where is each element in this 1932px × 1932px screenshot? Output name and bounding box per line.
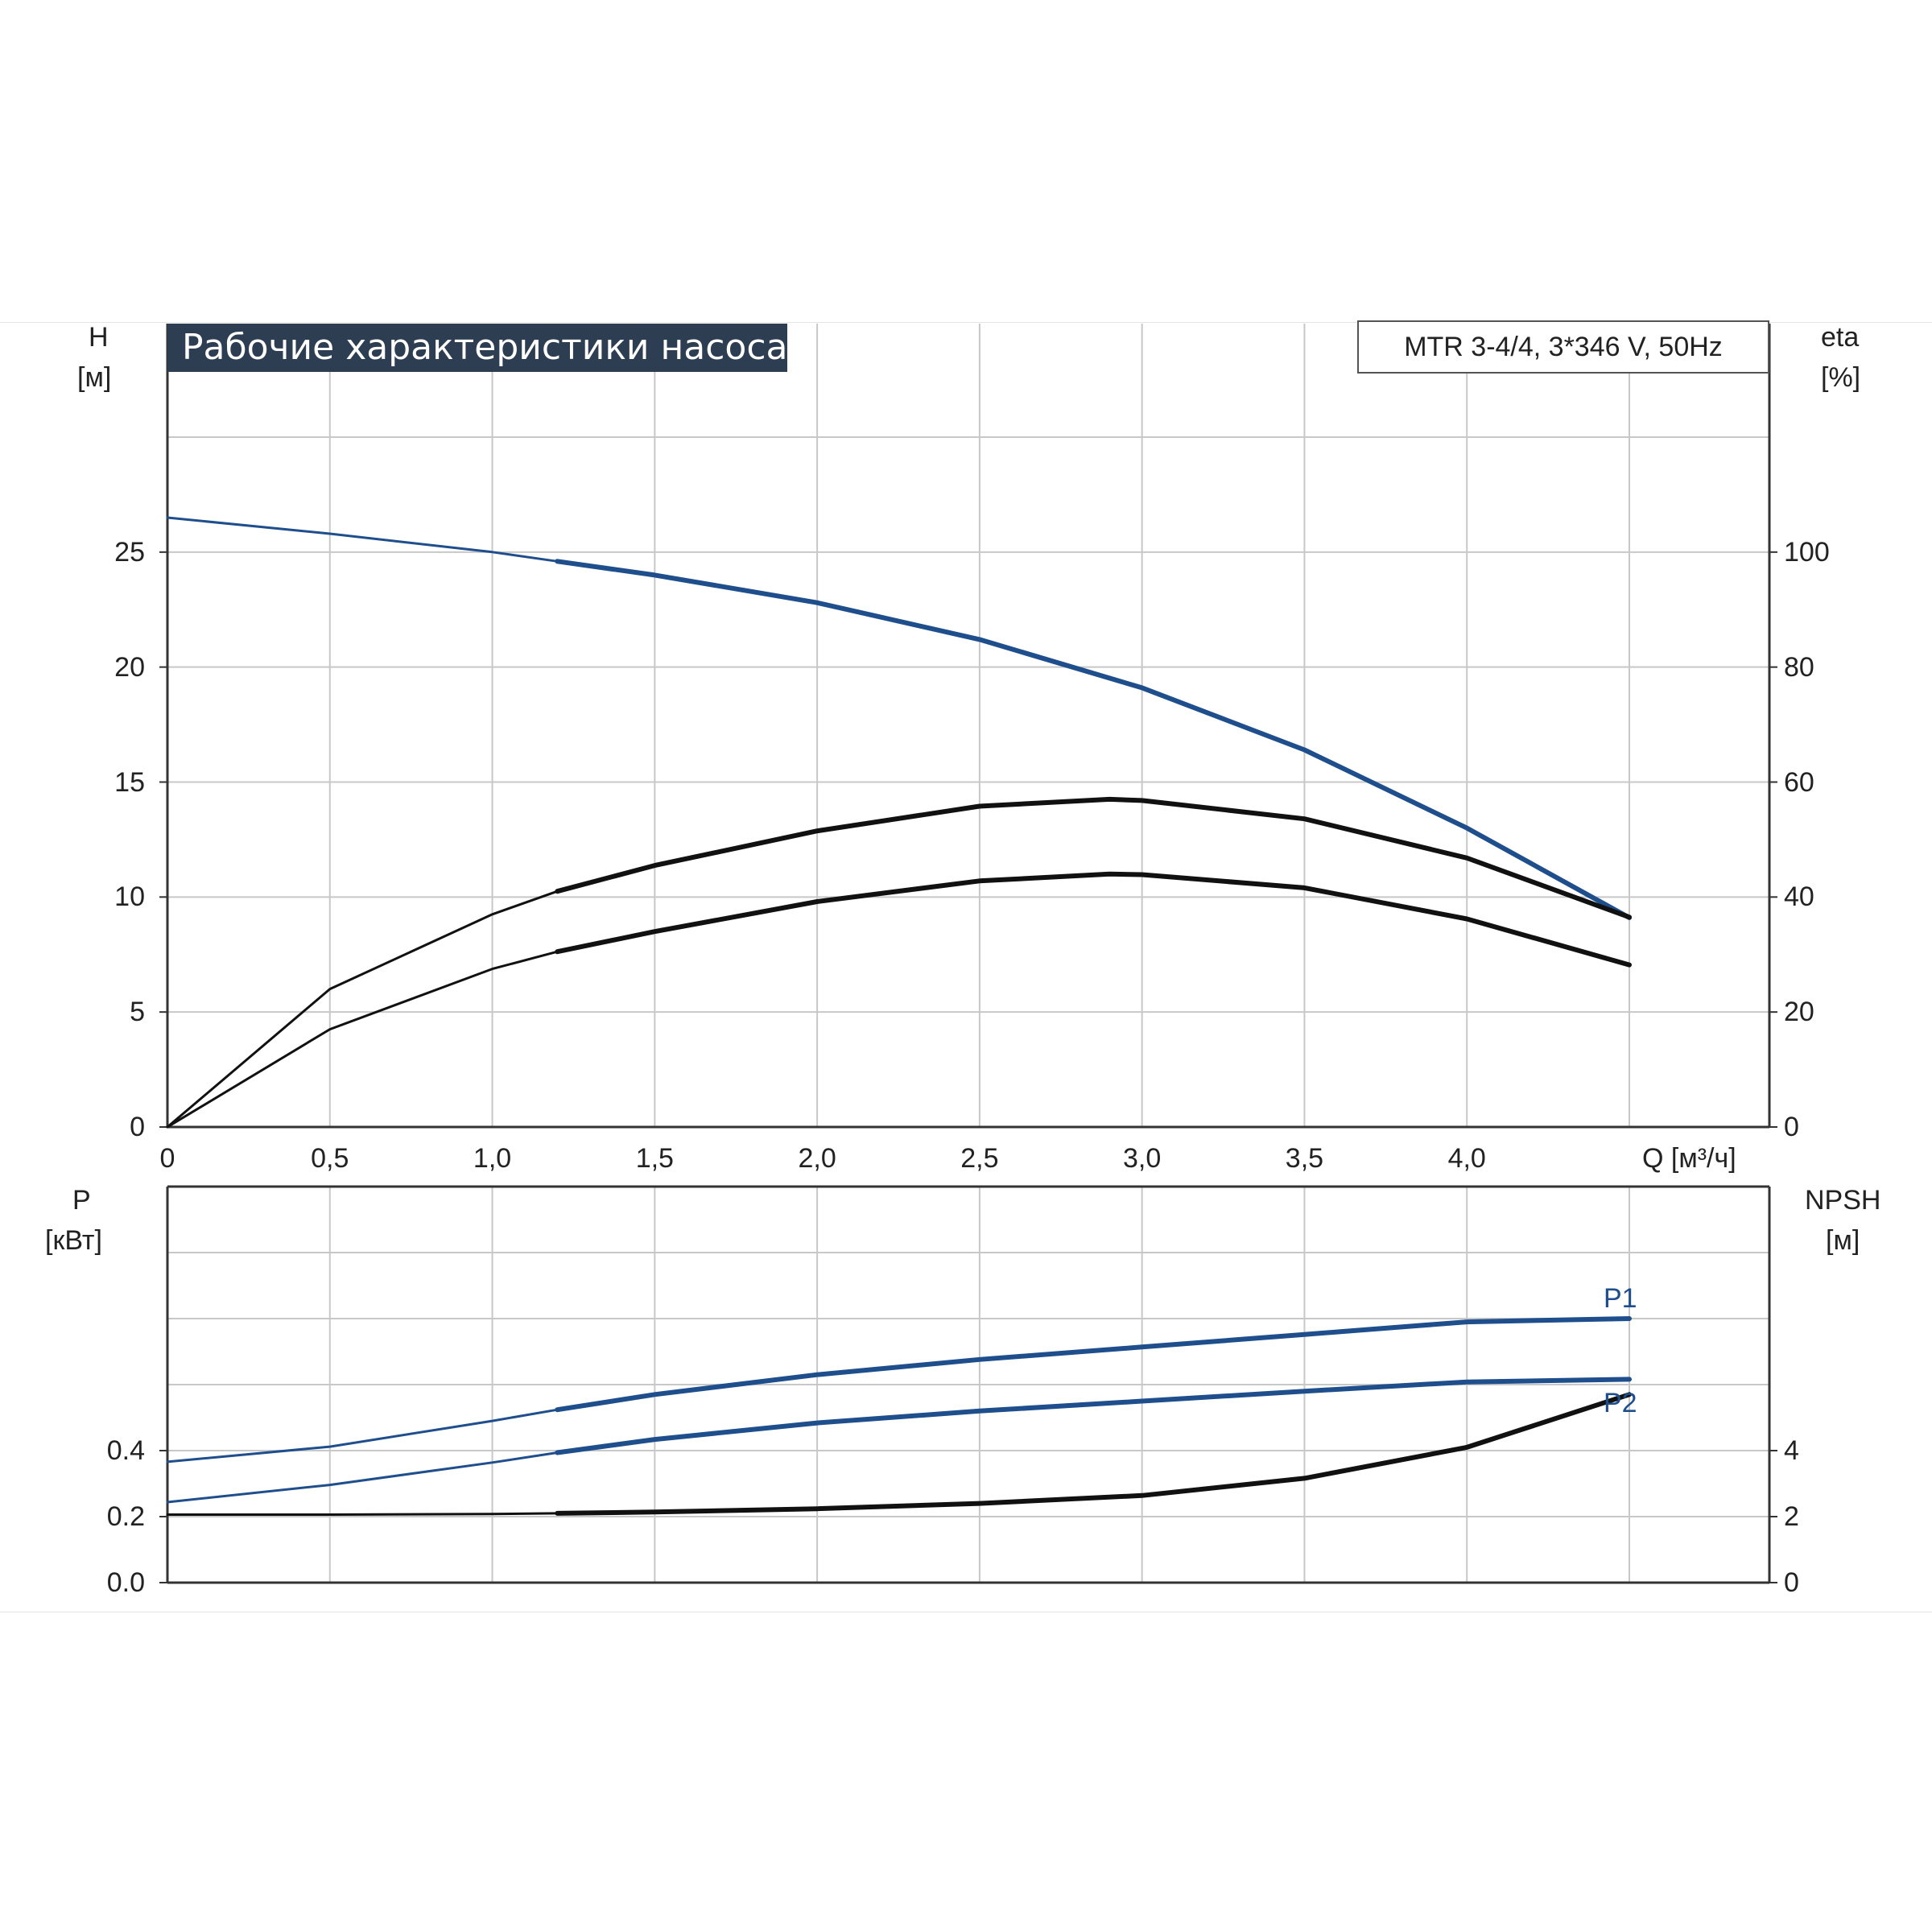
y-right-tick-0-1: 20 <box>1784 997 1814 1028</box>
series-operating-range-0-0 <box>555 559 1632 920</box>
y-right-tick-0-5: 100 <box>1784 536 1830 568</box>
y-right-tick-0-2: 40 <box>1784 881 1814 913</box>
x-tick-1: 0,5 <box>311 1143 349 1174</box>
chart-title: Рабочие характеристики насоса <box>167 324 787 372</box>
y-left-tick-0-3: 15 <box>114 766 145 798</box>
series-line-1-2 <box>166 1393 1631 1516</box>
series-line-1-0 <box>166 1317 1631 1463</box>
series-operating-range-0-1 <box>555 796 1632 920</box>
x-tick-5: 2,5 <box>960 1143 999 1174</box>
series-line-1-1 <box>166 1377 1631 1504</box>
series-operating-range-1-0 <box>555 1316 1632 1413</box>
y-left-tick-0-0: 0 <box>130 1112 145 1142</box>
y-left-unit-bottom: [кВт] <box>45 1225 102 1256</box>
y-left-unit-top: [м] <box>77 362 112 393</box>
y-left-tick-0-1: 5 <box>130 997 145 1028</box>
x-tick-7: 3,5 <box>1285 1143 1324 1174</box>
y-left-label-top: H <box>89 322 109 353</box>
y-right-tick-0-4: 80 <box>1784 651 1814 683</box>
y-left-tick-1-2: 0.4 <box>106 1435 145 1466</box>
y-left-tick-1-0: 0.0 <box>106 1567 145 1598</box>
y-left-label-bottom: P <box>72 1185 91 1216</box>
y-right-tick-0-3: 60 <box>1784 766 1814 798</box>
y-right-unit-top: [%] <box>1821 362 1861 393</box>
y-left-tick-1-1: 0.2 <box>106 1501 145 1532</box>
x-axis-label: Q [м³/ч] <box>1642 1143 1736 1174</box>
series-operating-range-1-1 <box>555 1377 1632 1455</box>
y-left-tick-0-2: 10 <box>114 881 145 913</box>
series-line-0-2 <box>166 873 1631 1129</box>
y-right-label-top: eta <box>1821 322 1860 353</box>
x-tick-4: 2,0 <box>798 1143 836 1174</box>
y-right-label-bottom: NPSH <box>1805 1185 1881 1216</box>
x-tick-6: 3,0 <box>1123 1143 1162 1174</box>
y-right-unit-bottom: [м] <box>1826 1225 1860 1256</box>
series-line-0-0 <box>166 516 1631 919</box>
y-left-tick-0-5: 25 <box>114 536 145 568</box>
series-line-0-1 <box>166 798 1631 1129</box>
top-divider <box>0 322 1932 323</box>
p1-curve-label: P1 <box>1604 1283 1637 1314</box>
y-left-tick-0-4: 20 <box>114 651 145 683</box>
y-right-tick-1-0: 0 <box>1784 1567 1799 1598</box>
series-operating-range-1-2 <box>555 1392 1632 1516</box>
series-operating-range-0-2 <box>555 871 1632 968</box>
y-right-tick-0-0: 0 <box>1784 1112 1799 1142</box>
x-tick-0: 0 <box>159 1143 175 1174</box>
x-tick-3: 1,5 <box>635 1143 674 1174</box>
x-tick-8: 4,0 <box>1447 1143 1486 1174</box>
model-label: MTR 3-4/4, 3*346 V, 50Hz <box>1357 320 1769 374</box>
p2-curve-label: P2 <box>1604 1388 1637 1418</box>
y-right-tick-1-2: 4 <box>1784 1435 1799 1466</box>
y-right-tick-1-1: 2 <box>1784 1501 1799 1532</box>
x-tick-2: 1,0 <box>473 1143 512 1174</box>
